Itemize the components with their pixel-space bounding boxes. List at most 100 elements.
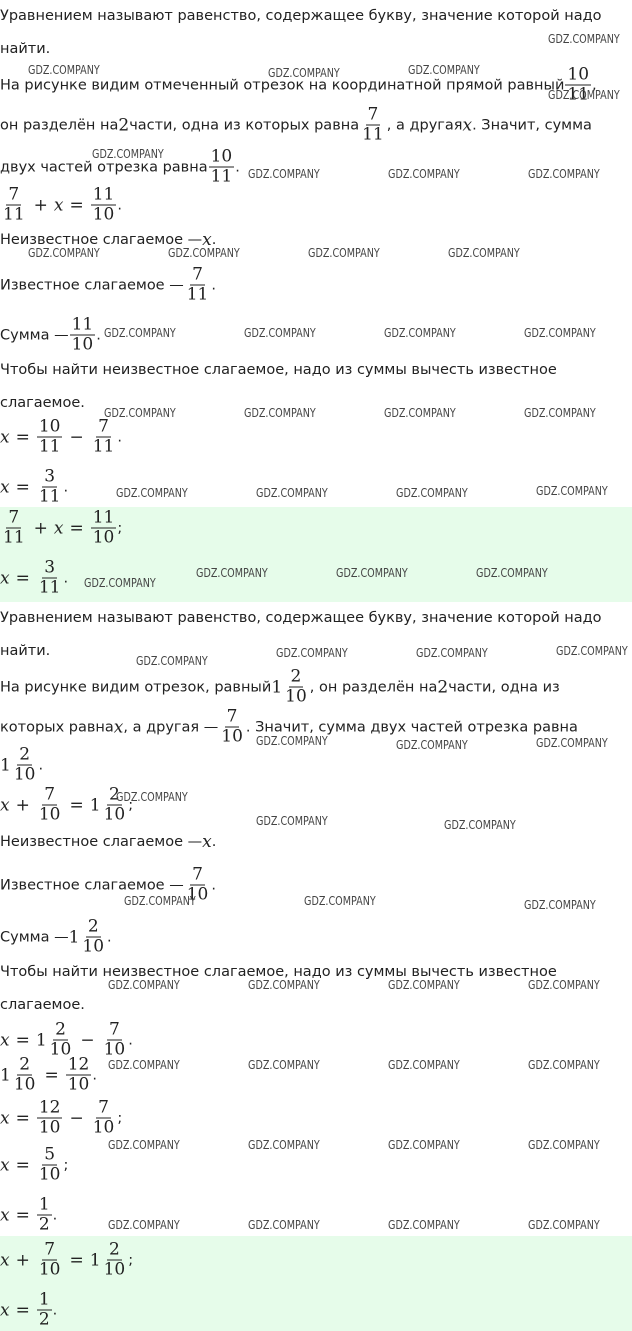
fraction-stack: 2 10	[102, 784, 128, 825]
fraction-stack: 2 10	[12, 1055, 38, 1095]
denominator: 11	[210, 166, 233, 187]
numerator: 2	[288, 666, 304, 688]
watermark: GDZ.COMPANY	[548, 32, 620, 46]
watermark: GDZ.COMPANY	[476, 566, 548, 580]
whole: 1	[89, 795, 101, 815]
text: .	[235, 159, 240, 175]
text-line: слагаемое.	[0, 997, 85, 1013]
watermark: GDZ.COMPANY	[168, 246, 240, 260]
denominator: 10	[92, 1117, 115, 1138]
text: ;	[63, 1157, 69, 1173]
numerator: 2	[53, 1019, 68, 1041]
text: Неизвестное слагаемое —	[0, 834, 203, 850]
fraction: 11 10	[69, 315, 97, 355]
text-line: x = 1 2.	[0, 1290, 58, 1330]
watermark: GDZ.COMPANY	[108, 1218, 180, 1232]
text-line: которых равна x, а другая — 7 10. Значит,…	[0, 707, 578, 747]
denominator: 10	[221, 726, 243, 747]
text: .	[96, 327, 101, 343]
math: =	[44, 1065, 59, 1085]
fraction-stack: 11 10	[90, 507, 117, 548]
watermark: GDZ.COMPANY	[384, 326, 456, 340]
text-line: 1 2 10.	[0, 745, 44, 785]
fraction: 11 10	[90, 507, 118, 548]
fraction: 3 11	[36, 558, 64, 598]
text-line: Неизвестное слагаемое — x.	[0, 230, 216, 250]
watermark: GDZ.COMPANY	[244, 406, 316, 420]
watermark: GDZ.COMPANY	[388, 1138, 460, 1152]
text: .	[38, 757, 44, 773]
watermark: GDZ.COMPANY	[444, 818, 516, 832]
text-line: Уравнением называют равенство, содержаще…	[0, 8, 602, 24]
fraction-stack: 2 10	[48, 1019, 74, 1060]
watermark: GDZ.COMPANY	[528, 1138, 600, 1152]
fraction: 5 10	[36, 1144, 64, 1185]
numerator: 5	[42, 1144, 58, 1166]
watermark: GDZ.COMPANY	[448, 246, 520, 260]
text-line: 7 11 + x = 11 10.	[0, 184, 122, 225]
watermark: GDZ.COMPANY	[248, 978, 320, 992]
numerator: 2	[106, 784, 122, 806]
fraction: 7 11	[359, 105, 387, 145]
text: Чтобы найти неизвестное слагаемое, надо …	[0, 964, 557, 980]
text-line: x = 3 11.	[0, 558, 68, 598]
text: , а другая	[386, 117, 463, 133]
denominator: 10	[103, 1039, 126, 1060]
watermark: GDZ.COMPANY	[116, 486, 188, 500]
text-line: 7 11 + x = 11 10;	[0, 507, 122, 548]
text: .	[211, 834, 217, 850]
math: =	[15, 427, 30, 447]
math: =	[15, 1300, 30, 1320]
math: x	[0, 1250, 10, 1270]
text-line: x = 1 2.	[0, 1195, 57, 1235]
math: =	[15, 1108, 30, 1128]
fraction-stack: 10 11	[208, 147, 235, 187]
math: x	[0, 1108, 10, 1128]
math: x	[0, 568, 10, 588]
fraction-stack: 2 10	[102, 1240, 128, 1280]
text: , а другая —	[123, 719, 219, 735]
math: =	[69, 1250, 84, 1270]
watermark: GDZ.COMPANY	[528, 978, 600, 992]
text: .	[211, 232, 217, 248]
fraction: 7 10	[218, 707, 246, 747]
text: На рисунке видим отмеченный отрезок на к…	[0, 77, 565, 93]
text-line: Известное слагаемое — 7 11.	[0, 265, 216, 305]
numerator: 3	[42, 466, 58, 488]
watermark: GDZ.COMPANY	[108, 978, 180, 992]
fraction: 7 10	[36, 1239, 64, 1280]
watermark: GDZ.COMPANY	[556, 644, 628, 658]
text: ;	[128, 797, 134, 813]
text: . Значит, сумма двух частей отрезка равн…	[245, 719, 578, 735]
denominator: 11	[3, 527, 25, 548]
fraction: 3 11	[36, 466, 64, 507]
text-line: 1 2 10 = 12 10.	[0, 1054, 97, 1095]
text: .	[52, 1302, 58, 1318]
numerator: 7	[42, 1239, 58, 1261]
whole: 1	[68, 927, 80, 947]
denominator: 11	[362, 124, 384, 145]
math: 2	[118, 115, 130, 135]
numerator: 7	[6, 184, 22, 206]
numerator: 12	[65, 1054, 92, 1076]
fraction: 10 11	[208, 147, 236, 187]
math: x	[0, 477, 10, 497]
math: +	[15, 795, 30, 815]
math: +	[33, 195, 48, 215]
denominator: 10	[92, 204, 115, 225]
watermark: GDZ.COMPANY	[268, 66, 340, 80]
numerator: 11	[90, 507, 117, 529]
text: Известное слагаемое —	[0, 277, 184, 293]
whole: 1	[89, 1250, 101, 1270]
math: −	[69, 1108, 84, 1128]
math: =	[69, 518, 84, 538]
text: .	[92, 1067, 97, 1083]
text-line: x = 3 11.	[0, 466, 68, 507]
watermark: GDZ.COMPANY	[124, 894, 196, 908]
watermark: GDZ.COMPANY	[528, 1218, 600, 1232]
watermark: GDZ.COMPANY	[108, 1058, 180, 1072]
